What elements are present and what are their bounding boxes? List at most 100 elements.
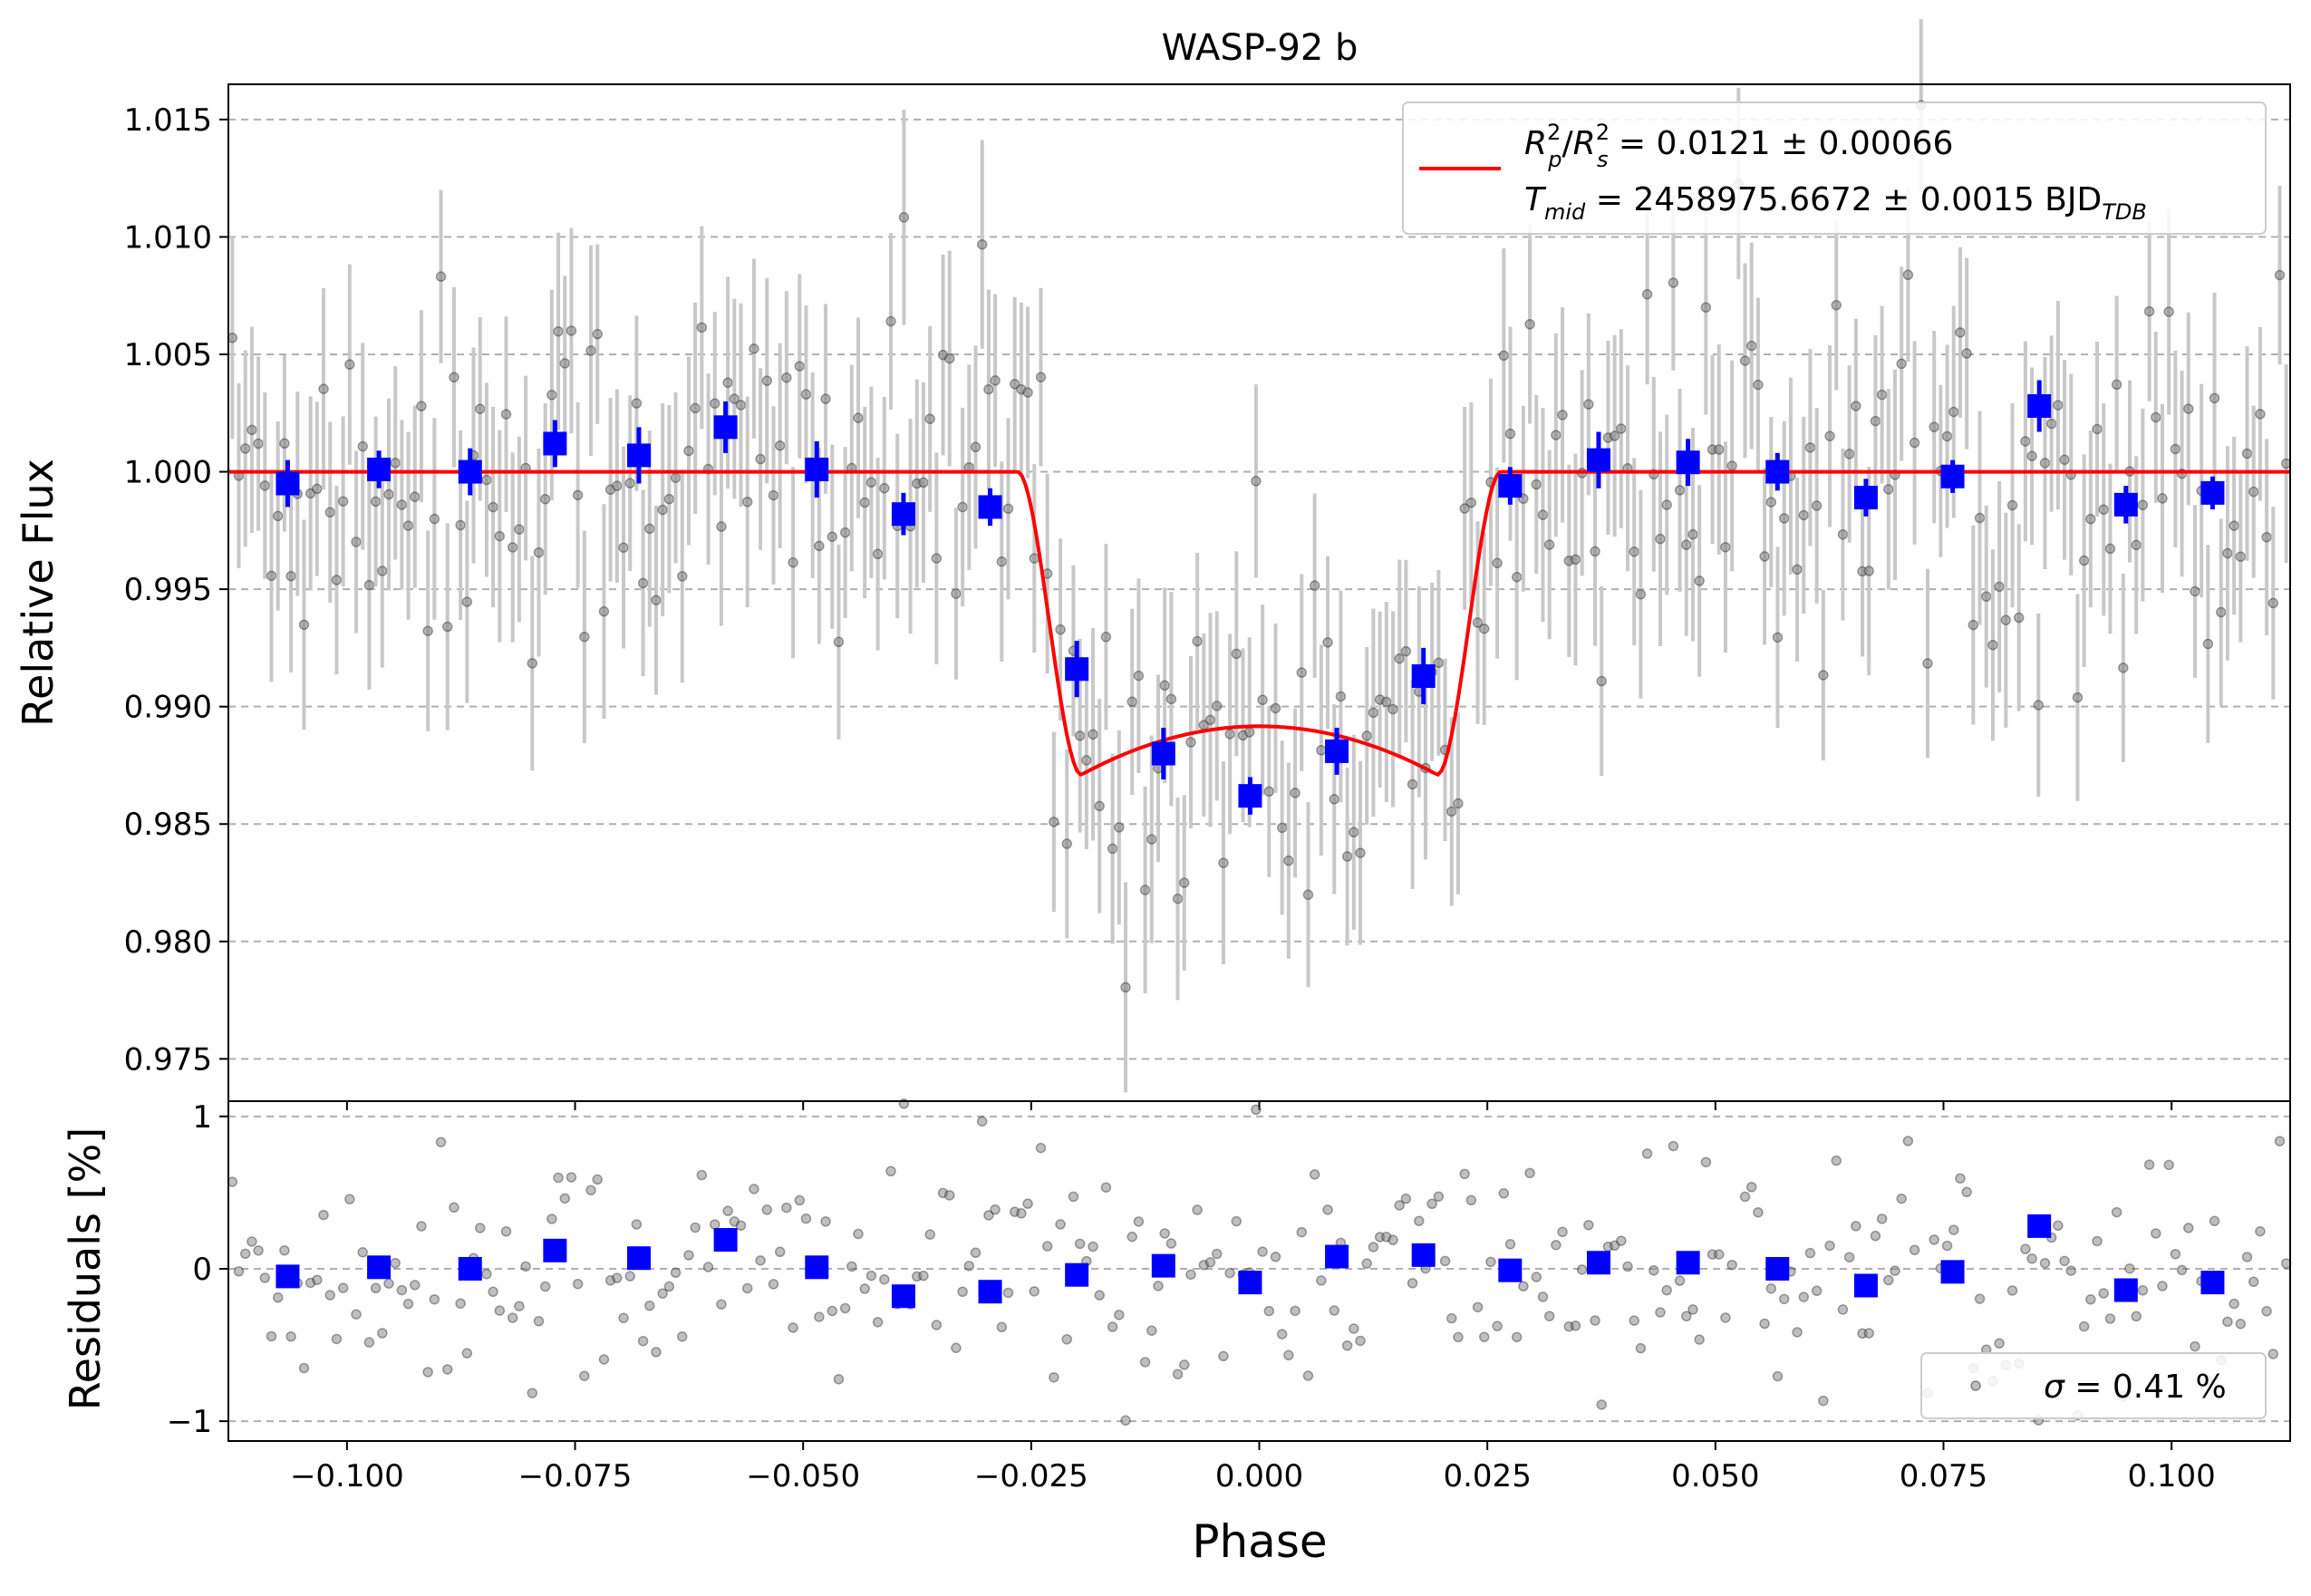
residuals-raw-point [1231, 1215, 1243, 1227]
flux-raw-point [1349, 827, 1359, 838]
residuals-raw-point [1341, 1340, 1353, 1351]
residuals-raw-point [794, 1195, 806, 1206]
flux-raw-point [1388, 703, 1398, 715]
residuals-raw-point [749, 1184, 759, 1195]
residuals-binned-point [1325, 1244, 1349, 1269]
residuals-raw-point [1518, 1281, 1529, 1291]
flux-binned-point [367, 457, 392, 481]
flux-raw-point [527, 658, 538, 669]
residuals-raw-point [1948, 1224, 1959, 1235]
residuals-raw-point [1322, 1204, 1333, 1215]
flux-raw-point [722, 377, 733, 388]
residuals-raw-point [500, 1226, 512, 1237]
residuals-raw-point [983, 1210, 994, 1221]
residuals-raw-point [846, 1261, 857, 1272]
residuals-raw-point [2085, 1294, 2096, 1305]
flux-raw-point [690, 402, 701, 414]
flux-raw-point [951, 588, 962, 599]
flux-raw-point [2006, 499, 2018, 511]
flux-raw-point [272, 510, 284, 522]
residuals-raw-point [624, 1271, 635, 1282]
flux-raw-point [324, 507, 335, 518]
residuals-raw-point [488, 1286, 498, 1298]
flux-raw-point [481, 474, 492, 486]
flux-raw-point [1165, 693, 1177, 705]
residuals-raw-point [402, 1298, 414, 1310]
residuals-raw-point [1204, 1257, 1216, 1268]
residuals-raw-point [592, 1174, 603, 1185]
flux-raw-point [1355, 847, 1366, 858]
residuals-raw-point [957, 1286, 968, 1297]
residuals-raw-point [702, 1262, 714, 1272]
flux-raw-point [572, 489, 584, 501]
residuals-raw-point [351, 1309, 362, 1320]
residuals-raw-point [1029, 1286, 1040, 1297]
flux-raw-point [651, 595, 662, 605]
flux-raw-point [2013, 612, 2025, 624]
flux-legend-tmid-label: Tmid = 2458975.6672 ± 0.0015 BJDTDB [1524, 181, 2147, 225]
flux-raw-point [435, 271, 447, 282]
residuals-raw-point [1955, 1173, 1966, 1184]
flux-binned-points [276, 380, 2225, 815]
residuals-raw-point [1472, 1301, 1484, 1313]
residuals-raw-point [1153, 1281, 1164, 1291]
residuals-raw-point [546, 1214, 557, 1224]
legend-rp: R [1524, 125, 1547, 162]
flux-raw-point [2059, 454, 2070, 466]
residuals-raw-point [566, 1172, 577, 1183]
residuals-raw-point [696, 1169, 708, 1181]
residuals-raw-point [2222, 1316, 2233, 1328]
flux-raw-point [1870, 415, 1881, 427]
flux-raw-point [1726, 460, 1737, 471]
flux-raw-point [618, 542, 629, 553]
residuals-raw-point [1837, 1304, 1849, 1315]
flux-raw-point [1381, 696, 1392, 708]
flux-raw-point [2183, 403, 2194, 414]
residuals-raw-point [2059, 1255, 2070, 1267]
flux-raw-point [1120, 982, 1131, 993]
flux-raw-point [735, 400, 747, 411]
residuals-raw-point [383, 1278, 394, 1289]
residuals-raw-point [1492, 1320, 1503, 1331]
residuals-raw-point [1909, 1244, 1920, 1255]
flux-raw-point [1035, 372, 1047, 382]
residuals-raw-point [2190, 1340, 2200, 1352]
flux-raw-point [1329, 794, 1339, 805]
residuals-raw-point [755, 1255, 766, 1266]
flux-raw-point [1251, 476, 1262, 487]
residuals-raw-point [677, 1331, 688, 1342]
flux-raw-point [996, 556, 1008, 567]
residuals-binned-point [543, 1238, 567, 1262]
flux-y-tick-label: 0.995 [124, 572, 212, 608]
residuals-raw-point [1022, 1198, 1033, 1209]
residuals-raw-point [885, 1166, 896, 1177]
residuals-raw-point [1055, 1219, 1066, 1230]
flux-raw-point [749, 343, 759, 354]
flux-raw-point [2202, 638, 2214, 650]
residuals-raw-point [533, 1316, 545, 1327]
residuals-raw-point [1394, 1200, 1405, 1211]
flux-raw-point [1629, 546, 1639, 557]
flux-raw-point [839, 527, 851, 538]
residuals-raw-point [976, 1116, 988, 1127]
flux-raw-point [1551, 430, 1562, 440]
flux-raw-point [1368, 707, 1379, 719]
residuals-raw-point [1433, 1191, 1445, 1202]
flux-binned-point [2113, 492, 2138, 517]
residuals-raw-point [1388, 1234, 1398, 1245]
residuals-raw-point [1114, 1310, 1125, 1320]
flux-raw-point [943, 353, 955, 364]
flux-raw-point [2274, 269, 2286, 281]
residuals-raw-point [2229, 1298, 2239, 1310]
residuals-raw-point [377, 1328, 388, 1339]
flux-raw-point [2222, 547, 2233, 559]
residuals-raw-point [1309, 1169, 1320, 1180]
residuals-binned-point [276, 1264, 300, 1289]
residuals-raw-point [1687, 1304, 1698, 1315]
flux-raw-point [1941, 430, 1953, 442]
flux-raw-point [1322, 637, 1333, 648]
residuals-raw-point [1316, 1275, 1327, 1286]
flux-raw-point [1029, 553, 1040, 564]
residuals-raw-point [1700, 1156, 1712, 1168]
